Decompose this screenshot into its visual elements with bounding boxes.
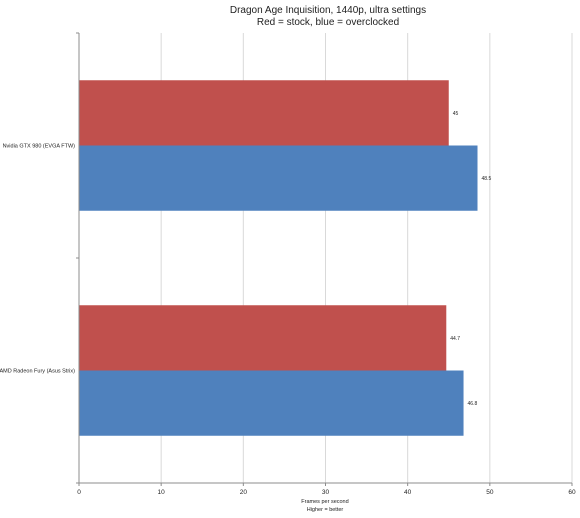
bar (79, 145, 478, 211)
data-label: 48.5 (482, 176, 492, 182)
category-label: Nvidia GTX 980 (EVGA FTW) (3, 144, 76, 150)
bars (79, 80, 478, 436)
x-tick-label: 30 (322, 489, 330, 496)
bar (79, 305, 447, 371)
chart-subtitle: Red = stock, blue = overclocked (257, 17, 399, 28)
x-tick-label: 0 (77, 489, 81, 496)
x-tick-label: 60 (568, 489, 576, 496)
x-tick-label: 20 (240, 489, 248, 496)
chart-title: Dragon Age Inquisition, 1440p, ultra set… (230, 5, 426, 16)
data-label: 44.7 (450, 336, 460, 342)
bar (79, 80, 449, 146)
x-tick-label: 40 (404, 489, 412, 496)
labels: 0 10 20 30 40 50 60 Nvidia GTX 980 (EVGA FTW) 45… (0, 111, 576, 496)
x-axis-subtitle: Higher = better (307, 507, 344, 513)
data-label: 46.8 (468, 401, 478, 407)
x-tick-label: 10 (158, 489, 166, 496)
category-label: AMD Radeon Fury (Asus Strix) (0, 369, 75, 375)
data-label: 45 (453, 111, 459, 117)
axes (76, 32, 573, 486)
x-tick-label: 50 (486, 489, 494, 496)
bar (79, 370, 464, 436)
x-axis-title: Frames per second (301, 499, 348, 505)
